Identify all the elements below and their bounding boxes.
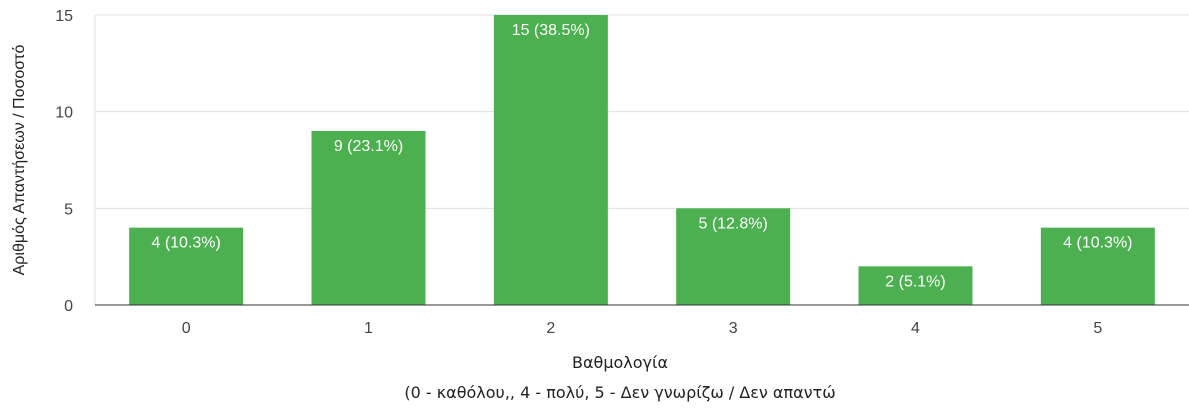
labels: 0 5 10 15 4 (10.3%) 0 9 (23.1%) 1 15 (38.5%) 2 5 (… bbox=[55, 8, 1132, 337]
bar bbox=[311, 131, 426, 305]
x-tick-label: 4 bbox=[911, 320, 920, 337]
y-tick-label: 15 bbox=[55, 8, 73, 25]
bar-data-label: 9 (23.1%) bbox=[334, 138, 403, 155]
bar-data-label: 4 (10.3%) bbox=[151, 235, 220, 252]
bars bbox=[129, 15, 1155, 305]
x-tick-label: 5 bbox=[1093, 320, 1102, 337]
bar-data-label: 15 (38.5%) bbox=[512, 22, 590, 39]
x-tick-label: 1 bbox=[364, 320, 373, 337]
x-tick-label: 2 bbox=[546, 320, 555, 337]
bar-data-label: 5 (12.8%) bbox=[698, 215, 767, 232]
y-tick-label: 10 bbox=[55, 105, 73, 122]
gridlines bbox=[94, 14, 1189, 305]
y-tick-label: 5 bbox=[64, 201, 73, 218]
bar bbox=[858, 266, 973, 305]
bar bbox=[1040, 227, 1155, 305]
x-tick-label: 3 bbox=[729, 320, 738, 337]
x-axis-sublabel: (0 - καθόλου,, 4 - πολύ, 5 - Δεν γνωρίζω… bbox=[404, 383, 835, 402]
x-axis-label: Βαθμολογία bbox=[572, 353, 668, 372]
x-tick-label: 0 bbox=[182, 320, 191, 337]
y-axis-label: Αριθμός Απαντήσεων / Ποσοστό bbox=[11, 45, 28, 276]
y-tick-label: 0 bbox=[64, 298, 73, 315]
bar bbox=[129, 227, 244, 305]
bar-data-label: 4 (10.3%) bbox=[1063, 235, 1132, 252]
bar-data-label: 2 (5.1%) bbox=[885, 273, 945, 290]
bar bbox=[676, 208, 791, 305]
bar bbox=[493, 15, 608, 305]
